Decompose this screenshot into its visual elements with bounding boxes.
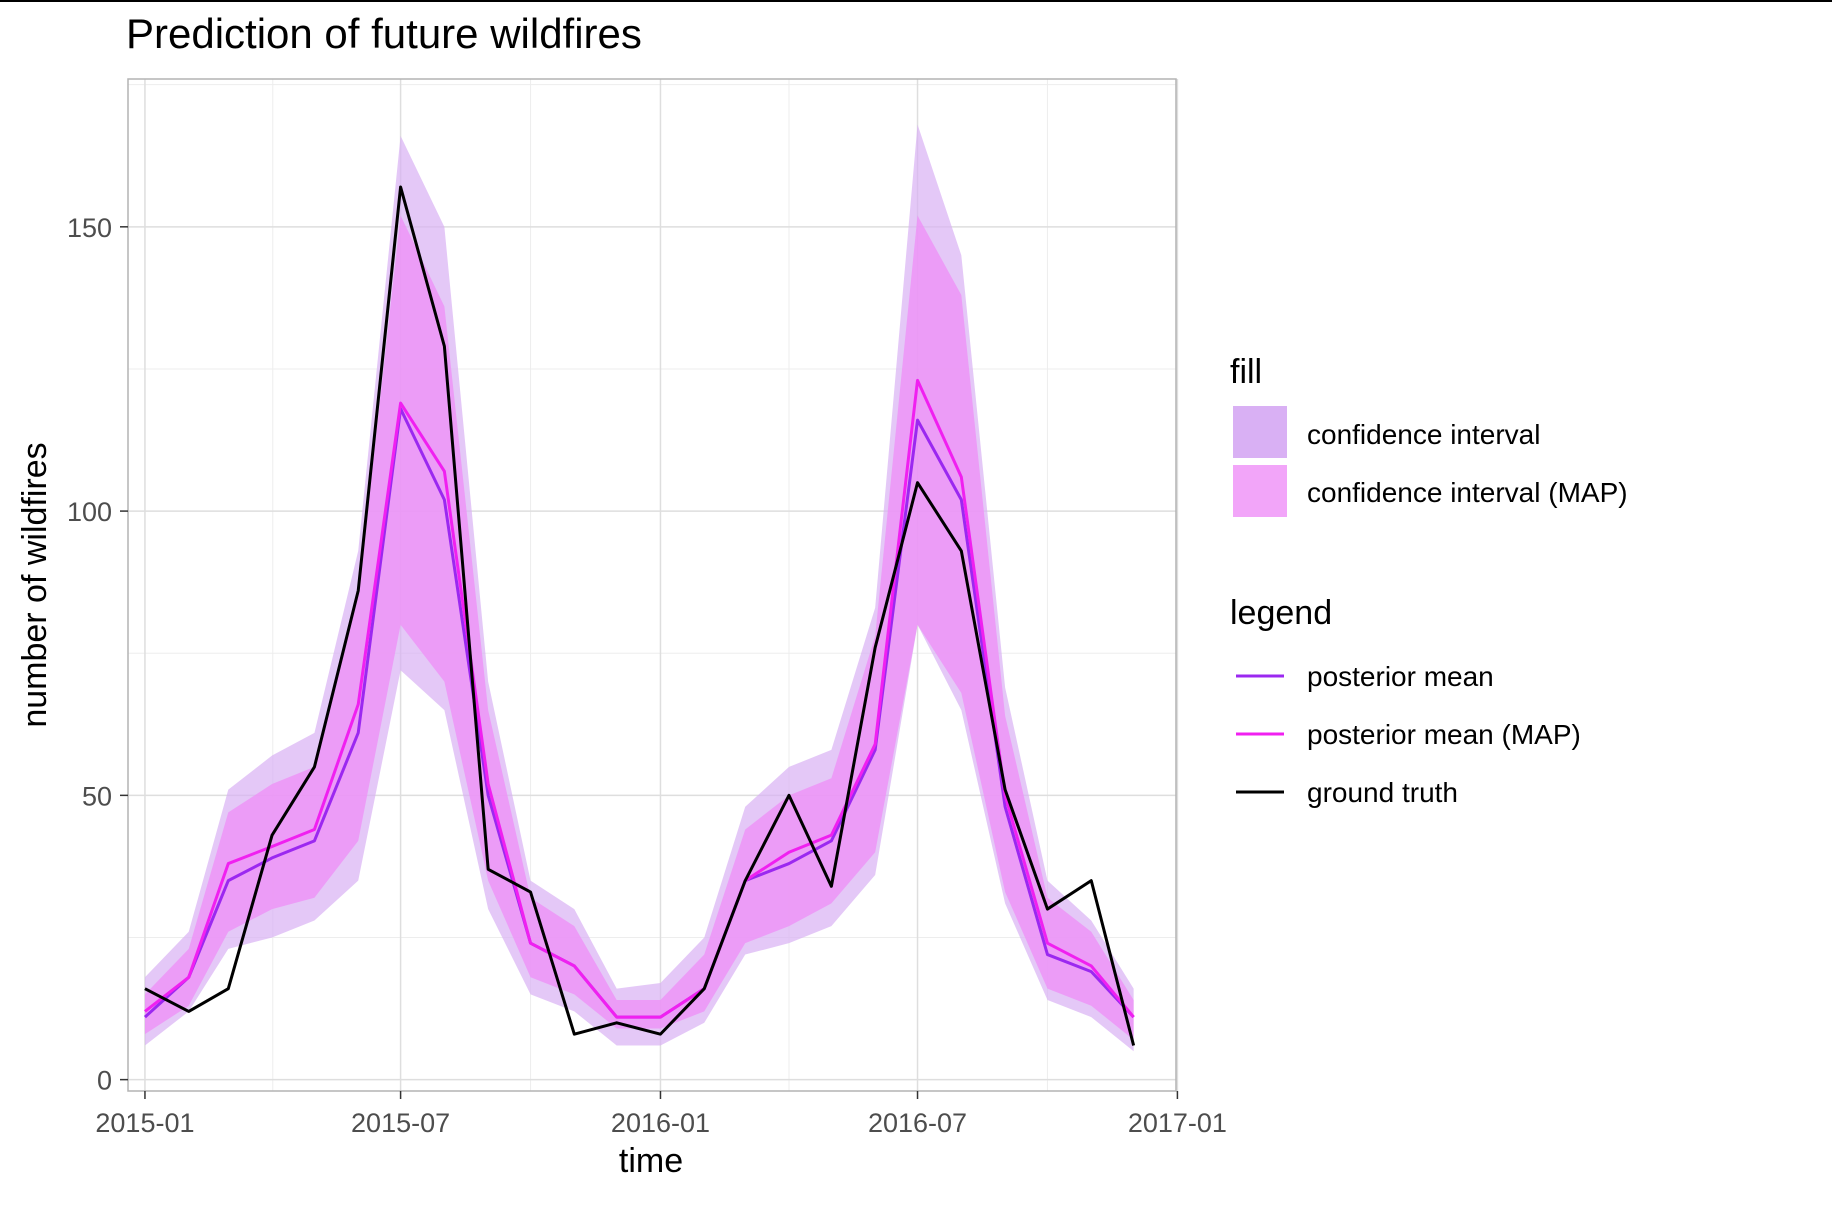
- y-tick-label: 50: [82, 781, 112, 811]
- y-tick-label: 150: [67, 213, 112, 243]
- y-tick-label: 100: [67, 497, 112, 527]
- series-lines: [143, 185, 1136, 1046]
- legend-label-ground-truth: ground truth: [1307, 777, 1458, 808]
- x-tick-label: 2017-01: [1128, 1108, 1227, 1138]
- confidence-ribbons: [144, 124, 1134, 1052]
- chart-title: Prediction of future wildfires: [126, 10, 642, 57]
- major-gridlines: [128, 79, 1179, 1091]
- legend-label-confidence-interval-map: confidence interval (MAP): [1307, 477, 1628, 508]
- legend-label-posterior-mean-map: posterior mean (MAP): [1307, 719, 1581, 750]
- confidence-interval-map-ribbon: [144, 215, 1134, 1040]
- legend-fill-title: fill: [1230, 353, 1262, 391]
- legend-label-confidence-interval: confidence interval: [1307, 419, 1540, 450]
- legend-key-confidence-interval: [1233, 406, 1287, 458]
- y-axis-ticks: 0 50 100 150: [67, 213, 128, 1096]
- minor-gridlines: [128, 79, 1176, 1091]
- legend-key-confidence-interval-map: [1233, 465, 1287, 517]
- top-border: [0, 0, 1832, 2]
- legend-line-title: legend: [1230, 594, 1332, 632]
- ground-truth-line: [144, 185, 1136, 1046]
- x-tick-label: 2015-01: [95, 1108, 194, 1138]
- x-tick-label: 2016-07: [868, 1108, 967, 1138]
- x-tick-label: 2015-07: [351, 1108, 450, 1138]
- x-tick-label: 2016-01: [611, 1108, 710, 1138]
- x-axis-title: time: [619, 1142, 683, 1180]
- legend-label-posterior-mean: posterior mean: [1307, 661, 1494, 692]
- x-axis-ticks: 2015-01 2015-07 2016-01 2016-07 2017-01: [95, 1091, 1227, 1138]
- panel-border: [127, 78, 1177, 1092]
- posterior-mean-map-line: [144, 378, 1135, 1019]
- legend: fill confidence interval confidence inte…: [1230, 353, 1628, 808]
- y-tick-label: 0: [97, 1066, 112, 1096]
- y-axis-title: number of wildfires: [16, 442, 54, 727]
